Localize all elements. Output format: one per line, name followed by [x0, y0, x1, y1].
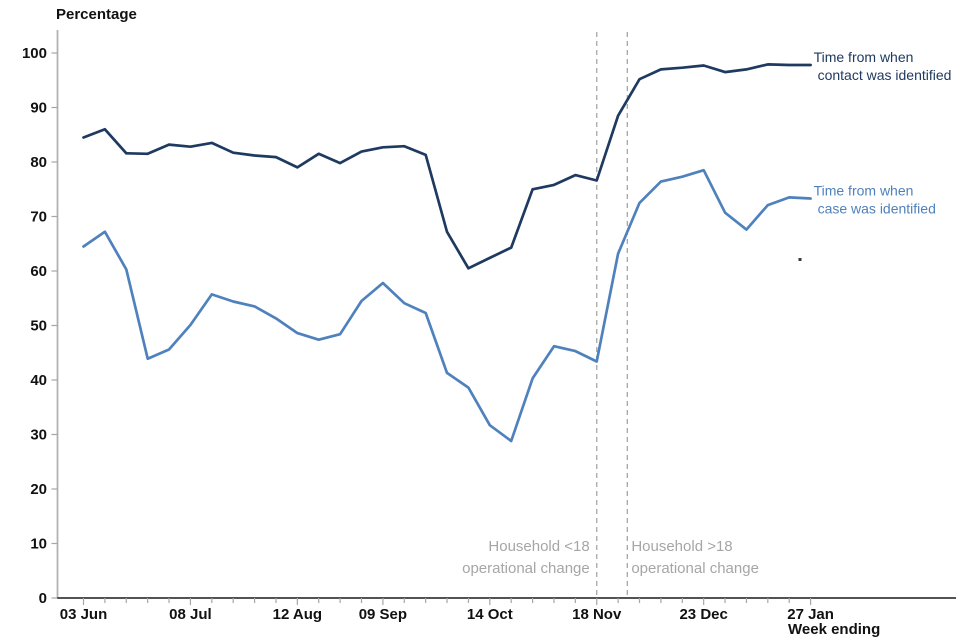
event-dashed-lines [596, 32, 628, 597]
chart-title: Percentage [56, 6, 137, 23]
y-tick-label: 20 [30, 481, 47, 498]
x-tick-label: 18 Nov [572, 606, 622, 623]
event-annotations: Household <18 operational change Household… [462, 538, 759, 577]
y-axis-labels: 0 10 20 30 40 50 60 70 80 90 100 [22, 45, 47, 607]
case-series-label: case was identified [818, 201, 936, 217]
x-tick-label: 14 Oct [467, 606, 513, 623]
x-axis-title: Week ending [788, 621, 880, 638]
y-tick-label: 10 [30, 536, 47, 553]
y-tick-label: 40 [30, 372, 47, 389]
y-tick-label: 30 [30, 427, 47, 444]
stray-dot [798, 258, 802, 261]
event-annotation-text: operational change [631, 560, 759, 577]
case-series-label: Time from when [814, 183, 914, 199]
x-axis-labels: 03 Jun 08 Jul 12 Aug 09 Sep 14 Oct 18 Nov 23 D… [60, 606, 834, 623]
y-tick-label: 70 [30, 209, 47, 226]
series-labels: Time from when contact was identified Time… [814, 49, 952, 217]
y-tick-label: 90 [30, 100, 47, 117]
contact-series-label: Time from when [814, 49, 914, 65]
x-tick-label: 27 Jan [787, 606, 834, 623]
data-series-lines [82, 63, 812, 443]
event-annotation-text: operational change [462, 560, 590, 577]
y-tick-label: 100 [22, 45, 47, 62]
y-tick-label: 50 [30, 318, 47, 335]
x-tick-label: 03 Jun [60, 606, 108, 623]
event-annotation-text: Household <18 [488, 538, 589, 555]
contact-series-label: contact was identified [818, 67, 952, 83]
y-tick-label: 0 [39, 590, 47, 607]
x-tick-label: 12 Aug [273, 606, 322, 623]
y-tick-label: 80 [30, 154, 47, 171]
y-axis-ticks [51, 52, 58, 599]
x-axis-ticks [82, 598, 812, 605]
event-annotation-text: Household >18 [631, 538, 732, 555]
x-tick-label: 23 Dec [679, 606, 727, 623]
case-series-line [82, 168, 812, 443]
x-tick-label: 09 Sep [359, 606, 407, 623]
x-tick-label: 08 Jul [169, 606, 212, 623]
y-tick-label: 60 [30, 263, 47, 280]
contact-series-line [82, 63, 812, 270]
